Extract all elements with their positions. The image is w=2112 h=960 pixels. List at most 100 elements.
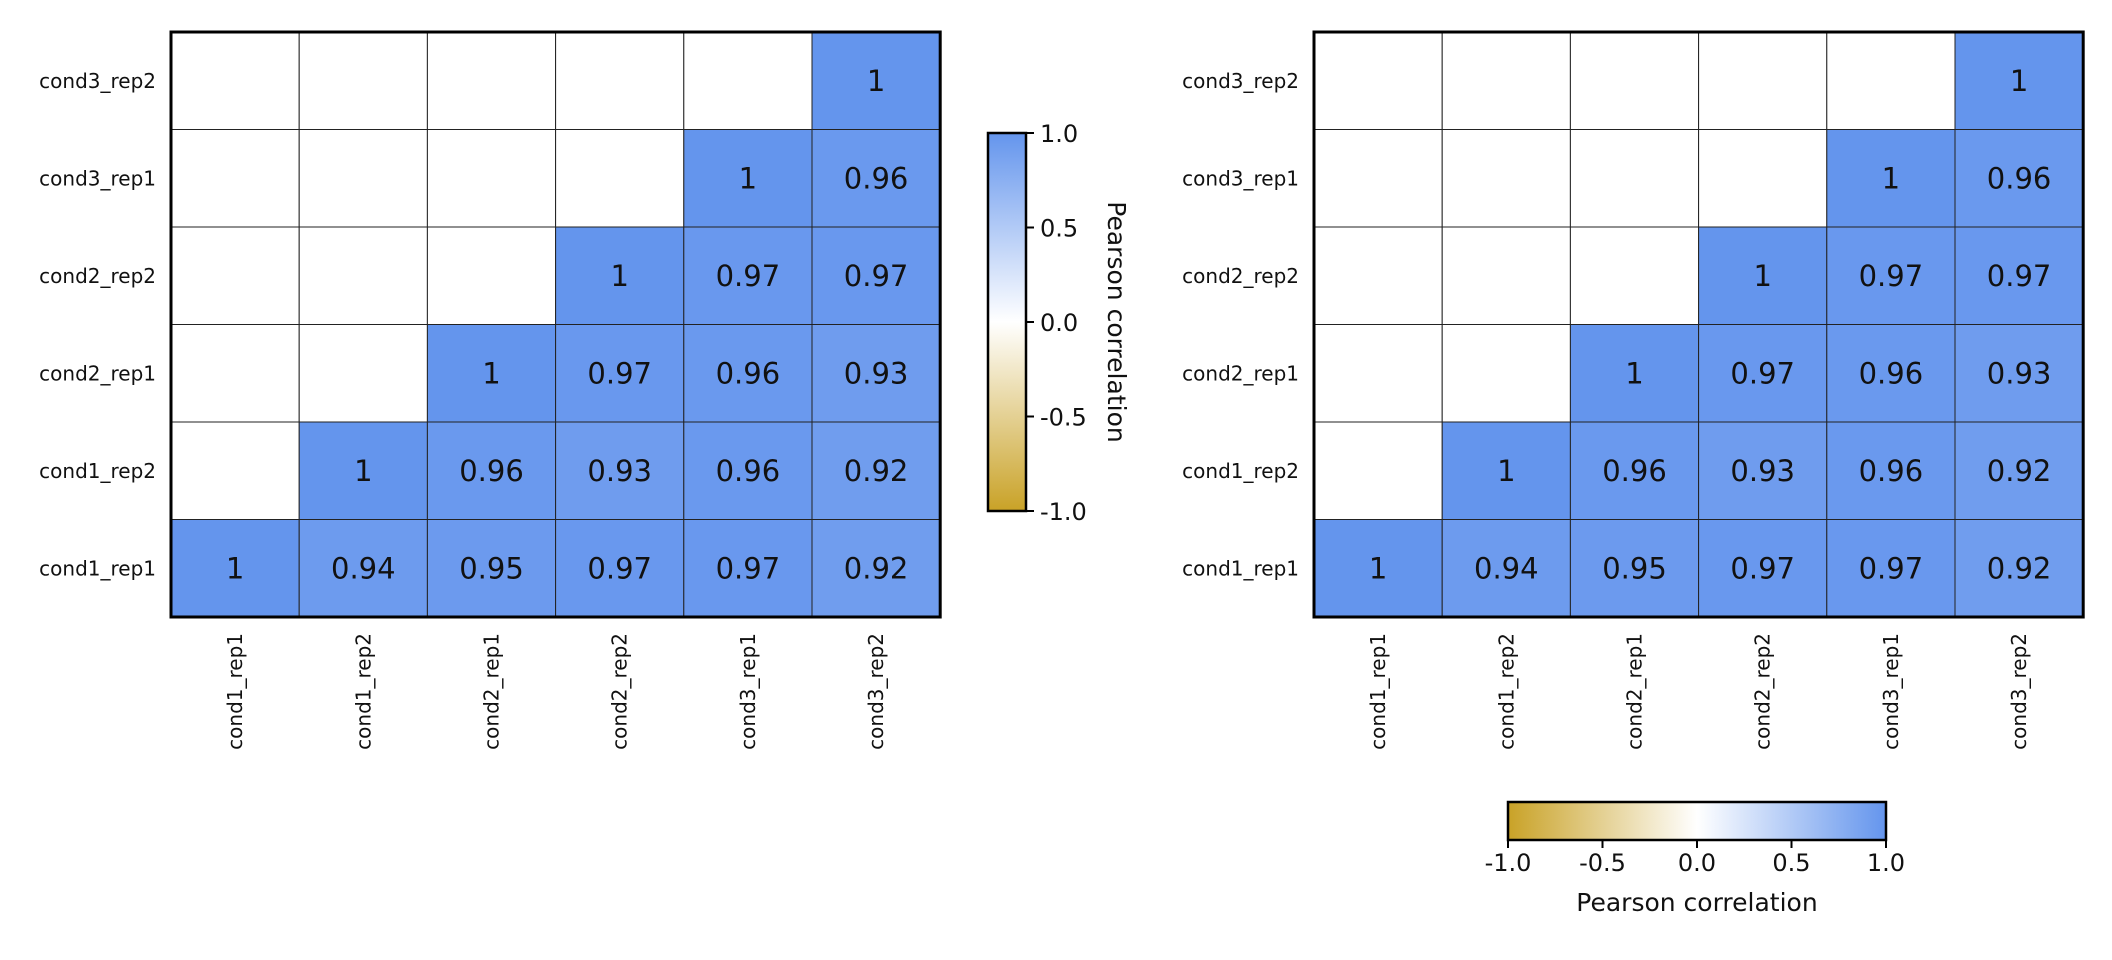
heatmap-cell [1313, 31, 1443, 130]
x-tick-label: cond2_rep2 [608, 633, 632, 750]
cell-value-label: 1 [1369, 551, 1387, 585]
heatmap-cell [1698, 226, 1828, 325]
cell-value-label: 0.92 [844, 551, 909, 585]
cell-value-label: 0.97 [587, 356, 652, 390]
heatmap-cell [426, 421, 557, 520]
heatmap-cell [811, 519, 941, 618]
heatmap-cell [426, 324, 557, 423]
cell-value-label: 0.96 [459, 454, 524, 488]
cell-value-label: 1 [482, 356, 500, 390]
heatmap-frame [1312, 30, 2085, 619]
cell-value-label: 0.97 [1859, 551, 1924, 585]
heatmap-cell [1569, 31, 1700, 130]
colorbar-tick-label: 0.0 [1040, 309, 1078, 337]
colorbar-tick-label: 0.5 [1772, 849, 1810, 877]
heatmap-cell [555, 421, 685, 520]
heatmap-left: 1 0.94 0.95 0.97 0.97 0.92 1 0.96 0.93 0.96 0.92 1 0… [39, 30, 942, 750]
heatmap-cell [426, 226, 557, 325]
cell-value-label: 0.97 [1859, 259, 1924, 293]
heatmap-cell [170, 421, 300, 520]
cell-value-label: 1 [1753, 259, 1771, 293]
colorbar-tick-label: -1.0 [1040, 498, 1087, 526]
x-tick-label: cond3_rep1 [736, 633, 760, 750]
heatmap-cell [1698, 129, 1828, 228]
heatmap-cell [298, 226, 428, 325]
x-tick-label: cond3_rep2 [2007, 633, 2031, 750]
heatmap-cell [1569, 226, 1700, 325]
heatmap-cell [1698, 421, 1828, 520]
colorbar-tick-label: 0.0 [1678, 849, 1716, 877]
heatmap-cell [811, 31, 941, 130]
cell-value-label: 0.95 [459, 551, 524, 585]
heatmap-cell [1441, 324, 1571, 423]
cell-value-label: 0.97 [1730, 551, 1795, 585]
heatmap-cell [298, 31, 428, 130]
y-tick-label: cond1_rep1 [1182, 556, 1299, 580]
cell-value-label: 0.96 [716, 454, 781, 488]
cell-value-label: 0.96 [844, 161, 909, 195]
heatmap-cell [555, 324, 685, 423]
y-tick-label: cond1_rep2 [39, 459, 156, 483]
heatmap-cell [1569, 129, 1700, 228]
heatmap-cell [1954, 421, 2084, 520]
heatmap-cell [811, 324, 941, 423]
heatmap-cell [1826, 519, 1956, 618]
cell-value-label: 1 [226, 551, 244, 585]
cell-value-label: 1 [1625, 356, 1643, 390]
heatmap-cell [1441, 226, 1571, 325]
heatmap-cell [170, 324, 300, 423]
heatmap-cell [683, 421, 813, 520]
heatmap-cell [1441, 129, 1571, 228]
heatmap-cell [1313, 519, 1443, 618]
colorbar-vertical-gradient [986, 131, 1028, 513]
colorbar-tick-label: -1.0 [1485, 849, 1532, 877]
y-tick-label: cond3_rep1 [39, 166, 156, 190]
heatmap-cell [426, 31, 557, 130]
heatmap-cell [1441, 519, 1571, 618]
cell-value-label: 1 [1497, 454, 1515, 488]
x-tick-label: cond3_rep2 [864, 633, 888, 750]
cell-value-label: 0.92 [1987, 454, 2052, 488]
cell-value-label: 1 [1882, 161, 1900, 195]
heatmap-cell [1569, 421, 1700, 520]
heatmap-cell [1313, 421, 1443, 520]
heatmap-cell [170, 129, 300, 228]
heatmap-cell [298, 129, 428, 228]
heatmap-cell [1698, 31, 1828, 130]
heatmap-cell [555, 31, 685, 130]
cell-value-label: 0.92 [844, 454, 909, 488]
heatmap-cell [170, 519, 300, 618]
x-tick-label: cond2_rep2 [1751, 633, 1775, 750]
y-tick-label: cond3_rep2 [39, 69, 156, 93]
cell-value-label: 0.93 [1730, 454, 1795, 488]
cell-value-label: 0.92 [1987, 551, 2052, 585]
heatmap-cell [426, 129, 557, 228]
heatmap-cell [170, 31, 300, 130]
y-tick-label: cond2_rep1 [39, 361, 156, 385]
y-tick-label: cond2_rep2 [39, 264, 156, 288]
heatmap-cell [1954, 324, 2084, 423]
x-tick-label: cond1_rep1 [223, 633, 247, 750]
heatmap-cell [1826, 31, 1956, 130]
heatmap-cell [1313, 129, 1443, 228]
heatmap-cell [1441, 31, 1571, 130]
heatmap-cell [555, 129, 685, 228]
heatmap-right: 1 0.94 0.95 0.97 0.97 0.92 1 0.96 0.93 0.96 0.92 1 0… [1182, 30, 2085, 750]
heatmap-cell [1313, 324, 1443, 423]
heatmap-cell [1954, 226, 2084, 325]
x-tick-label: cond1_rep1 [1366, 633, 1390, 750]
y-tick-label: cond1_rep2 [1182, 459, 1299, 483]
heatmap-cell [683, 31, 813, 130]
cell-value-label: 0.93 [844, 356, 909, 390]
cell-value-label: 0.97 [844, 259, 909, 293]
cell-value-label: 0.96 [1602, 454, 1667, 488]
y-tick-label: cond1_rep1 [39, 556, 156, 580]
colorbar-horizontal: -1.0 -0.5 0.0 0.5 1.0 Pearson correlation [1485, 800, 1905, 917]
cell-value-label: 1 [867, 64, 885, 98]
cell-value-label: 0.97 [716, 551, 781, 585]
heatmap-cell [1954, 31, 2084, 130]
x-tick-label: cond3_rep1 [1879, 633, 1903, 750]
heatmap-cell [683, 226, 813, 325]
cell-value-label: 0.97 [587, 551, 652, 585]
heatmap-cell [1826, 226, 1956, 325]
